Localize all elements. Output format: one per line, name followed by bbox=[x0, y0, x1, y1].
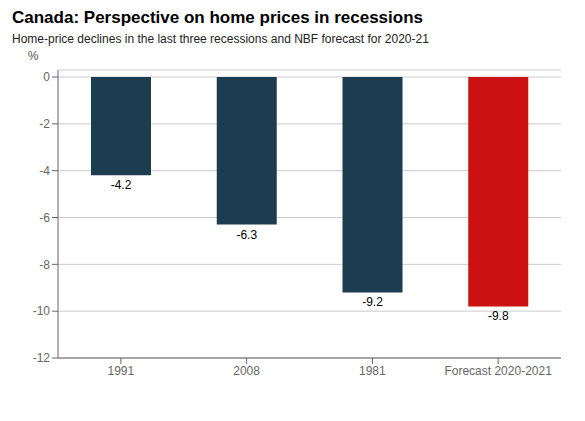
svg-text:Forecast 2020-2021: Forecast 2020-2021 bbox=[444, 364, 552, 378]
html-text:Home-price declines in the las: Home-price declines in the last three re… bbox=[12, 32, 429, 46]
svg-text:-8: -8 bbox=[39, 258, 50, 272]
svg-text:%: % bbox=[28, 49, 39, 63]
svg-text:-6: -6 bbox=[39, 211, 50, 225]
svg-text:-12: -12 bbox=[33, 351, 51, 365]
svg-text:1991: 1991 bbox=[108, 364, 135, 378]
svg-text:-4.2: -4.2 bbox=[111, 178, 132, 192]
svg-text:1981: 1981 bbox=[359, 364, 386, 378]
svg-text:2008: 2008 bbox=[233, 364, 260, 378]
svg-text:-6.3: -6.3 bbox=[236, 228, 257, 242]
svg-text:-2: -2 bbox=[39, 117, 50, 131]
svg-text:-9.8: -9.8 bbox=[488, 309, 509, 323]
svg-text:-9.2: -9.2 bbox=[362, 295, 383, 309]
html-text:Canada: Perspective on home pr: Canada: Perspective on home prices in re… bbox=[12, 8, 423, 27]
svg-text:0: 0 bbox=[43, 70, 50, 84]
svg-text:-4: -4 bbox=[39, 164, 50, 178]
svg-text:-10: -10 bbox=[33, 304, 51, 318]
